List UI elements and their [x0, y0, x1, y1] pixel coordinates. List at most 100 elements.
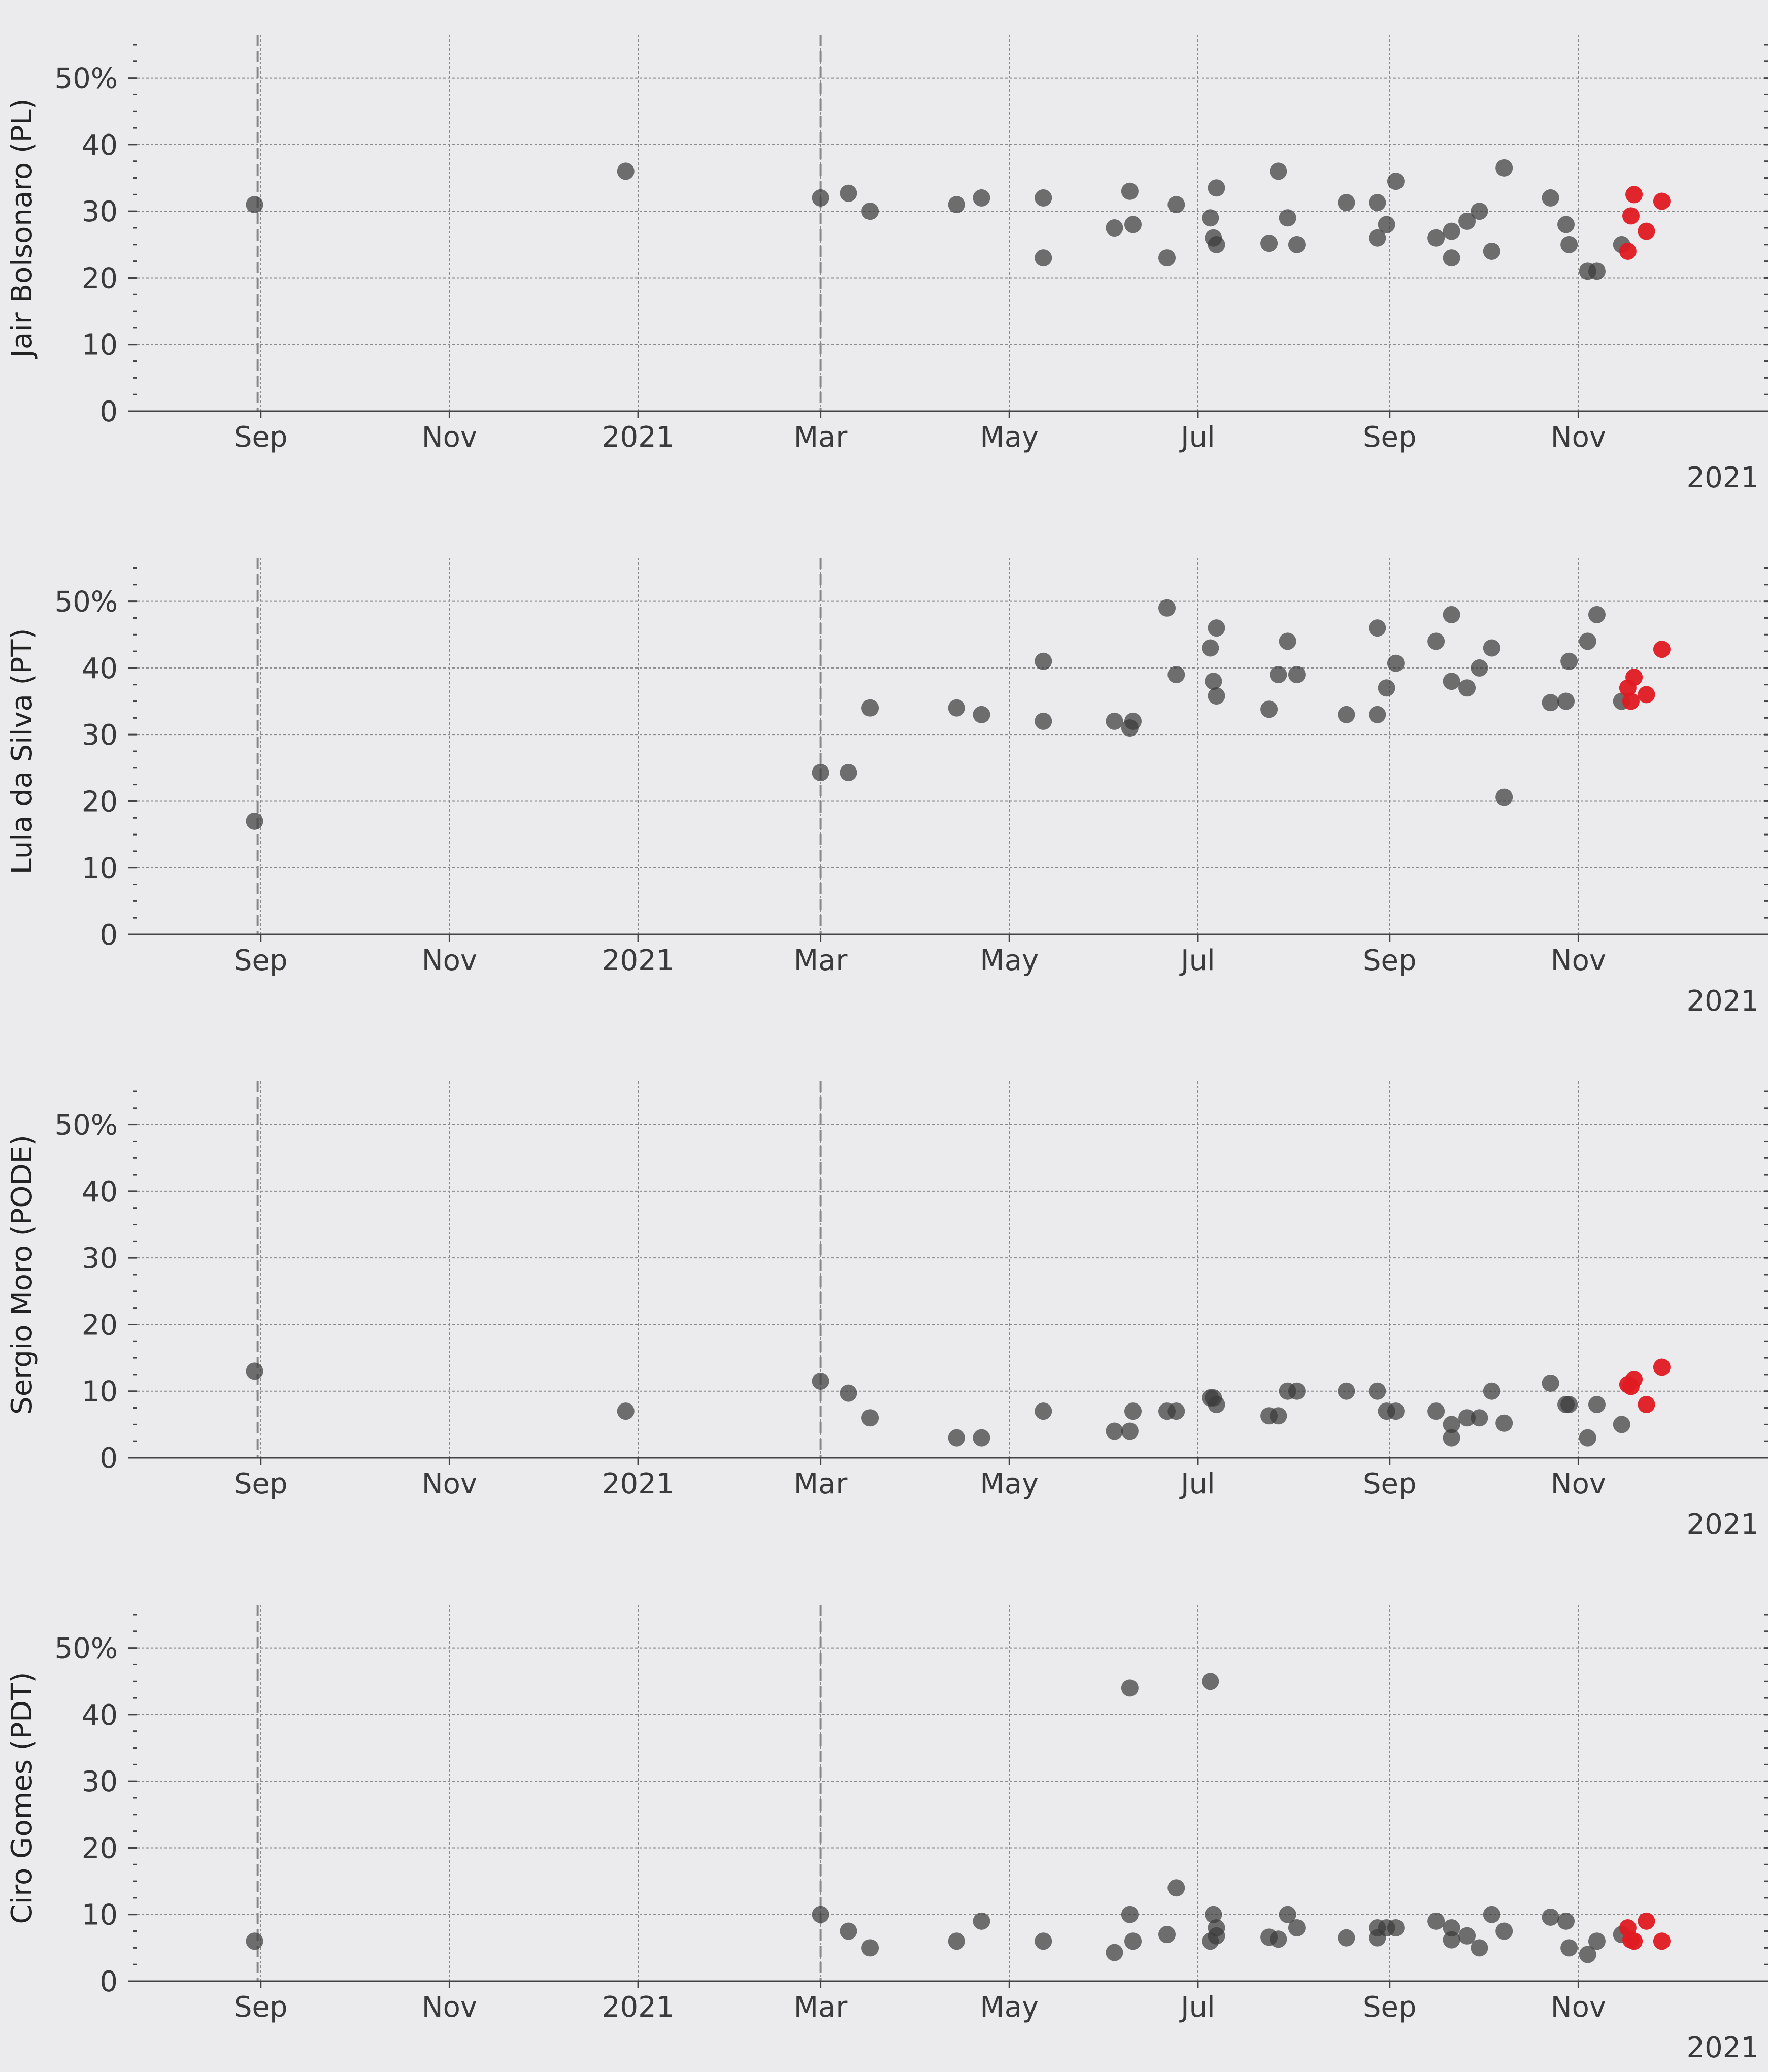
poll-point [1205, 1906, 1222, 1923]
poll-point [1458, 212, 1476, 230]
poll-point [973, 189, 990, 207]
poll-point [1495, 159, 1513, 177]
poll-point [1560, 1395, 1578, 1413]
poll-point [1121, 1906, 1139, 1923]
poll-point [948, 1932, 965, 1950]
poll-point [1106, 1422, 1123, 1440]
y-axis-label: Jair Bolsonaro (PL) [6, 98, 39, 359]
y-tick-label: 20 [82, 1832, 118, 1865]
x-tick-label: 2021 [602, 944, 675, 977]
recent-poll-point [1653, 192, 1671, 210]
recent-poll-point [1625, 669, 1643, 686]
poll-point [1495, 1922, 1513, 1940]
poll-point [1158, 1926, 1176, 1944]
poll-point [948, 196, 965, 214]
poll-point [1557, 692, 1575, 710]
x-tick-label: Nov [422, 1991, 477, 2024]
x-tick-label: May [980, 944, 1039, 977]
y-axis-label: Sergio Moro (PODE) [6, 1134, 39, 1415]
y-tick-label: 50% [55, 62, 118, 95]
poll-point [1288, 236, 1306, 253]
poll-point [1208, 619, 1225, 637]
poll-point [1588, 1395, 1606, 1413]
x-tick-label: May [980, 1991, 1039, 2024]
poll-point [1369, 619, 1386, 637]
y-tick-label: 0 [99, 395, 118, 428]
poll-point [1167, 1879, 1185, 1897]
poll-point [861, 699, 879, 717]
y-axis-label: Ciro Gomes (PDT) [6, 1672, 39, 1924]
poll-point [1387, 1919, 1405, 1936]
poll-point [1443, 1931, 1460, 1949]
x-tick-label: 2021 [602, 1467, 675, 1500]
poll-point [1387, 654, 1405, 672]
poll-point [1579, 1946, 1596, 1963]
poll-point [1427, 632, 1445, 650]
poll-point [1369, 194, 1386, 212]
poll-point [1035, 189, 1052, 207]
poll-point [812, 764, 829, 782]
poll-point [1338, 1929, 1355, 1947]
x-tick-label: Nov [1551, 1991, 1606, 2024]
x-tick-label: Mar [794, 1467, 848, 1500]
y-tick-label: 50% [55, 1109, 118, 1142]
poll-point [1124, 712, 1142, 730]
poll-point [1378, 679, 1395, 697]
poll-point [246, 1932, 263, 1950]
y-tick-label: 50% [55, 586, 118, 619]
recent-poll-point [1622, 207, 1640, 225]
y-tick-label: 30 [82, 719, 118, 752]
poll-point [1443, 1416, 1460, 1433]
y-tick-label: 10 [82, 852, 118, 885]
poll-point [1167, 666, 1185, 684]
poll-point [1158, 599, 1176, 617]
x-tick-label: 2021 [602, 1991, 675, 2024]
poll-point [1443, 606, 1460, 623]
y-tick-label: 40 [82, 1699, 118, 1732]
poll-point [1288, 1919, 1306, 1936]
y-tick-label: 40 [82, 652, 118, 685]
panel-3: 0 10 20 30 40 50% Sep Nov 2021 Mar May Jul Sep Nov 202… [6, 1081, 1768, 1541]
year-label: 2021 [1686, 2031, 1759, 2064]
poll-point [1557, 1912, 1575, 1930]
poll-point [1542, 694, 1559, 712]
poll-point [1369, 229, 1386, 247]
poll-point [1458, 1927, 1476, 1945]
poll-point [1338, 706, 1355, 723]
year-label: 2021 [1686, 985, 1759, 1018]
poll-point [1427, 1912, 1445, 1930]
poll-point [1167, 1402, 1185, 1420]
poll-point [1288, 666, 1306, 684]
recent-poll-point [1625, 1371, 1643, 1388]
poll-point [1542, 1908, 1559, 1926]
recent-poll-point [1622, 692, 1640, 710]
y-tick-label: 40 [82, 1176, 118, 1209]
y-tick-label: 50% [55, 1632, 118, 1665]
x-tick-label: 2021 [602, 421, 675, 454]
poll-point [1121, 182, 1139, 200]
poll-point [1338, 194, 1355, 212]
poll-point [948, 699, 965, 717]
poll-point [1557, 216, 1575, 233]
poll-point [1387, 173, 1405, 190]
poll-point [1270, 1407, 1287, 1425]
poll-point [973, 1429, 990, 1447]
poll-point [1579, 632, 1596, 650]
poll-point [861, 203, 879, 220]
poll-point [1471, 659, 1488, 677]
poll-point [1121, 1679, 1139, 1697]
poll-point [1471, 203, 1488, 220]
poll-point [1279, 1906, 1296, 1923]
poll-point [840, 1922, 857, 1940]
poll-point [1483, 242, 1500, 260]
poll-point [1588, 1932, 1606, 1950]
x-tick-label: Nov [422, 1467, 477, 1500]
poll-point [1288, 1382, 1306, 1400]
x-tick-label: Jul [1179, 421, 1215, 454]
poll-point [1124, 1932, 1142, 1950]
poll-point [1202, 1673, 1219, 1690]
poll-point [812, 1906, 829, 1923]
poll-point [1338, 1382, 1355, 1400]
panel-2: 0 10 20 30 40 50% Sep Nov 2021 Mar May Jul Sep Nov 202… [6, 558, 1768, 1018]
recent-poll-point [1638, 686, 1655, 704]
